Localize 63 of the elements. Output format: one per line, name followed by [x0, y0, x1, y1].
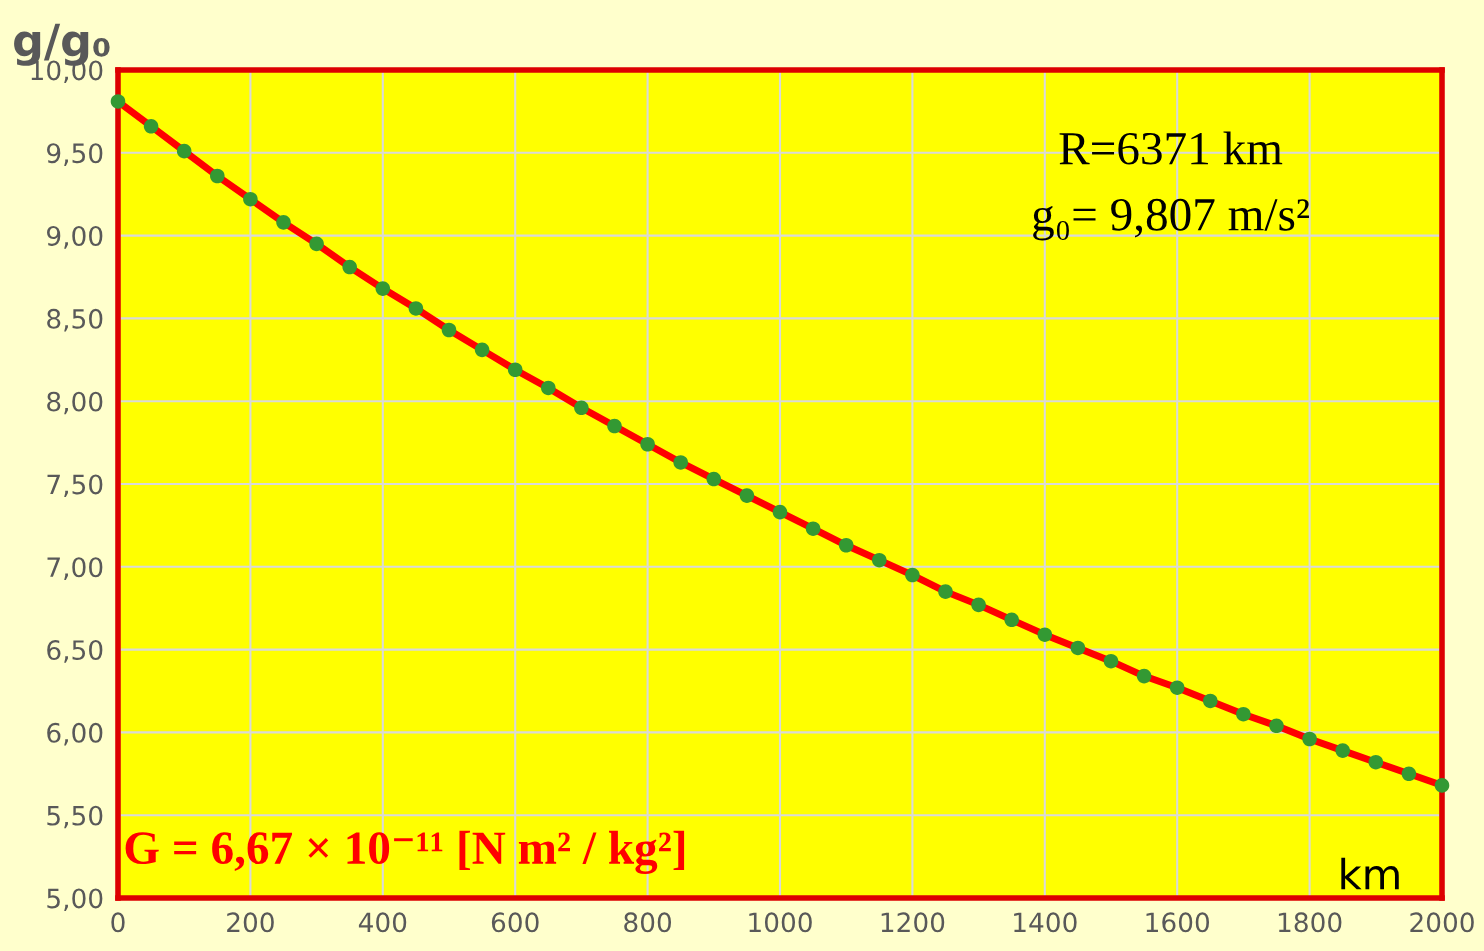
point — [739, 488, 755, 503]
point — [772, 504, 788, 520]
x-tick-label: 200 — [227, 912, 274, 933]
y-tick-label: 8,00 — [47, 391, 103, 415]
point — [1037, 627, 1053, 642]
point — [342, 259, 357, 275]
point — [408, 301, 424, 316]
point — [838, 537, 854, 553]
point — [1269, 718, 1284, 734]
point — [243, 191, 258, 207]
point — [971, 597, 986, 613]
y-tick-label: 7,50 — [47, 474, 103, 498]
y-tick-label: 7,00 — [47, 557, 103, 580]
x-tick-label: 1600 — [1146, 912, 1210, 933]
y-tick-label: 5,00 — [47, 888, 103, 912]
point — [1236, 706, 1251, 722]
point — [1203, 693, 1218, 709]
point — [176, 143, 192, 159]
point — [1169, 680, 1185, 695]
y-tick-label: 6,50 — [47, 640, 103, 663]
y-tick-label: 9,00 — [47, 226, 103, 249]
point — [507, 362, 523, 378]
point — [309, 236, 324, 252]
x-tick-label: 1000 — [749, 912, 812, 933]
point — [1103, 653, 1119, 669]
x-tick-label: 1400 — [1014, 912, 1077, 933]
point — [938, 584, 953, 599]
point — [375, 281, 391, 296]
x-tick-label: 1800 — [1278, 912, 1342, 933]
point — [1004, 612, 1019, 628]
point — [110, 94, 126, 109]
point — [706, 471, 722, 487]
x-tick-label: 400 — [358, 912, 407, 933]
point — [607, 418, 622, 434]
y-tick-label: 9,50 — [47, 143, 103, 166]
point — [474, 342, 490, 358]
point — [1368, 754, 1384, 770]
point — [441, 322, 457, 338]
point — [210, 168, 225, 184]
point — [1070, 640, 1086, 656]
y-tick-label: 6,00 — [47, 722, 103, 746]
y-tick-label: 5,50 — [47, 805, 103, 829]
point — [276, 215, 291, 230]
point — [1302, 731, 1317, 747]
point — [673, 455, 688, 470]
x-tick-label: 800 — [624, 912, 672, 933]
point — [872, 552, 887, 568]
point — [143, 119, 159, 134]
point — [541, 380, 556, 396]
point — [905, 567, 920, 583]
point — [1136, 668, 1152, 684]
y-tick-label: 8,50 — [47, 308, 103, 332]
x-tick-label: 0 — [111, 912, 125, 933]
point — [1401, 766, 1417, 782]
point — [640, 436, 655, 452]
x-tick-label: 2000 — [1410, 912, 1474, 933]
x-axis-title: km — [1341, 857, 1399, 890]
point — [805, 521, 821, 536]
point — [1434, 778, 1450, 793]
point — [1335, 743, 1350, 758]
x-tick-label: 600 — [491, 912, 539, 933]
point — [574, 400, 589, 416]
x-tick-label: 1200 — [881, 912, 945, 933]
